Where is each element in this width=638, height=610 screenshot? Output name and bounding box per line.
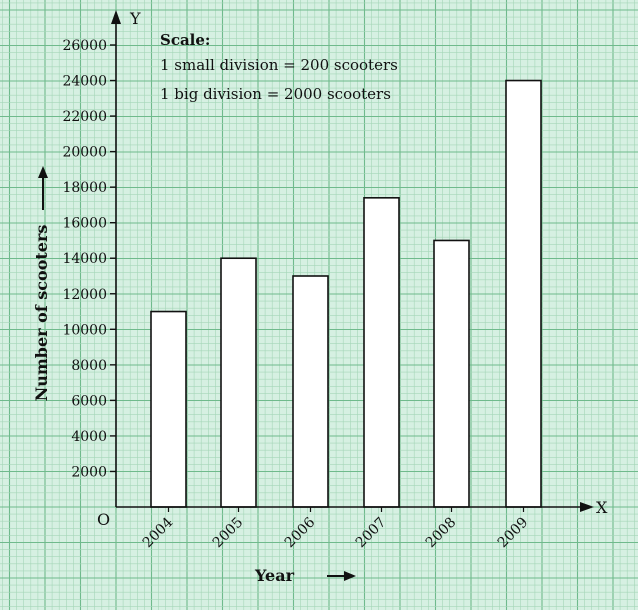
scale-heading: Scale: [160, 31, 210, 49]
x-axis-title: Year [254, 566, 295, 585]
scale-line-1: 1 small division = 200 scooters [160, 56, 398, 74]
y-tick-label: 12000 [62, 287, 107, 303]
bar-2008 [433, 239, 470, 508]
x-axis-title-arrowhead [344, 571, 356, 581]
bar-2009 [505, 79, 542, 508]
bar-2004 [150, 310, 187, 508]
y-tick-label: 2000 [71, 464, 107, 480]
y-tick-label: 8000 [71, 358, 107, 374]
y-tick-label: 4000 [71, 429, 107, 445]
y-tick-label: 10000 [62, 322, 107, 338]
y-tick-label: 26000 [62, 38, 107, 54]
y-tick-label: 18000 [62, 180, 107, 196]
y-axis-title-group: Number of scooters [32, 166, 51, 401]
scale-line-2: 1 big division = 2000 scooters [160, 85, 391, 103]
x-axis-letter: X [596, 498, 608, 517]
scale-note: Scale: 1 small division = 200 scooters 1… [160, 31, 398, 103]
y-tick-label: 22000 [62, 109, 107, 125]
bar-2007 [363, 197, 400, 508]
y-axis-title-arrowhead [38, 166, 48, 178]
axes [111, 10, 594, 512]
y-ticks: 2000 4000 6000 8000 10000 12000 14000 16000 1800… [62, 38, 116, 480]
y-axis-arrowhead [111, 10, 121, 24]
y-tick-label: 14000 [62, 251, 107, 267]
y-axis-letter: Y [129, 9, 141, 28]
y-tick-label: 24000 [62, 74, 107, 90]
bar-2005 [220, 257, 257, 508]
x-axis-title-group: Year [254, 566, 356, 585]
y-tick-label: 20000 [62, 145, 107, 161]
bar-2006 [292, 275, 329, 508]
origin-label: O [97, 510, 110, 529]
y-tick-label: 6000 [71, 393, 107, 409]
y-tick-label: 16000 [62, 216, 107, 232]
y-axis-title: Number of scooters [32, 225, 51, 402]
x-axis-arrowhead [580, 502, 594, 512]
